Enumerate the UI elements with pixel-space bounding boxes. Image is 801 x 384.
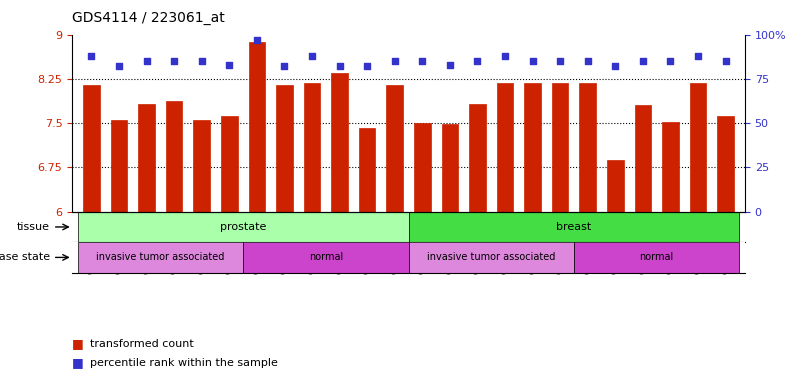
Bar xyxy=(304,83,320,212)
Bar xyxy=(193,120,210,212)
Text: GDS4114 / 223061_at: GDS4114 / 223061_at xyxy=(72,11,225,25)
Text: normal: normal xyxy=(308,252,343,262)
Bar xyxy=(690,83,706,212)
Bar xyxy=(409,212,739,242)
Point xyxy=(637,58,650,64)
Text: ■: ■ xyxy=(72,356,84,369)
Bar xyxy=(409,242,574,273)
Text: prostate: prostate xyxy=(219,222,266,232)
Text: breast: breast xyxy=(557,222,592,232)
Bar xyxy=(441,124,458,212)
Bar xyxy=(414,123,431,212)
Point xyxy=(278,63,291,70)
Point xyxy=(719,58,732,64)
Bar xyxy=(332,73,348,212)
Bar xyxy=(221,116,238,212)
Bar xyxy=(662,122,678,212)
Text: disease state: disease state xyxy=(0,252,50,262)
Text: tissue: tissue xyxy=(17,222,50,232)
Point xyxy=(85,53,98,59)
Bar xyxy=(386,85,403,212)
Bar xyxy=(607,160,624,212)
Bar xyxy=(243,242,409,273)
Point xyxy=(416,58,429,64)
Point xyxy=(498,53,511,59)
Bar xyxy=(579,83,596,212)
Text: transformed count: transformed count xyxy=(90,339,194,349)
Bar xyxy=(78,212,409,242)
Point xyxy=(306,53,319,59)
Text: ■: ■ xyxy=(72,337,84,350)
Point xyxy=(664,58,677,64)
Bar xyxy=(166,101,183,212)
Bar xyxy=(83,85,99,212)
Point xyxy=(388,58,401,64)
Point xyxy=(113,63,126,70)
Point xyxy=(167,58,180,64)
Text: invasive tumor associated: invasive tumor associated xyxy=(96,252,224,262)
Text: invasive tumor associated: invasive tumor associated xyxy=(427,252,555,262)
Bar xyxy=(359,128,376,212)
Point xyxy=(526,58,539,64)
Point xyxy=(140,58,153,64)
Bar xyxy=(78,242,243,273)
Bar xyxy=(497,83,513,212)
Point xyxy=(360,63,373,70)
Bar xyxy=(276,85,292,212)
Point xyxy=(251,37,264,43)
Point xyxy=(691,53,704,59)
Text: percentile rank within the sample: percentile rank within the sample xyxy=(90,358,278,368)
Point xyxy=(223,61,235,68)
Text: normal: normal xyxy=(639,252,674,262)
Point xyxy=(444,61,457,68)
Point xyxy=(471,58,484,64)
Bar xyxy=(469,104,485,212)
Bar xyxy=(552,83,569,212)
Point xyxy=(609,63,622,70)
Bar xyxy=(634,106,651,212)
Bar xyxy=(111,120,127,212)
Point xyxy=(553,58,566,64)
Bar xyxy=(248,41,265,212)
Point xyxy=(582,58,594,64)
Bar xyxy=(718,116,734,212)
Point xyxy=(333,63,346,70)
Bar xyxy=(525,83,541,212)
Point xyxy=(195,58,208,64)
Bar xyxy=(139,104,155,212)
Bar xyxy=(574,242,739,273)
